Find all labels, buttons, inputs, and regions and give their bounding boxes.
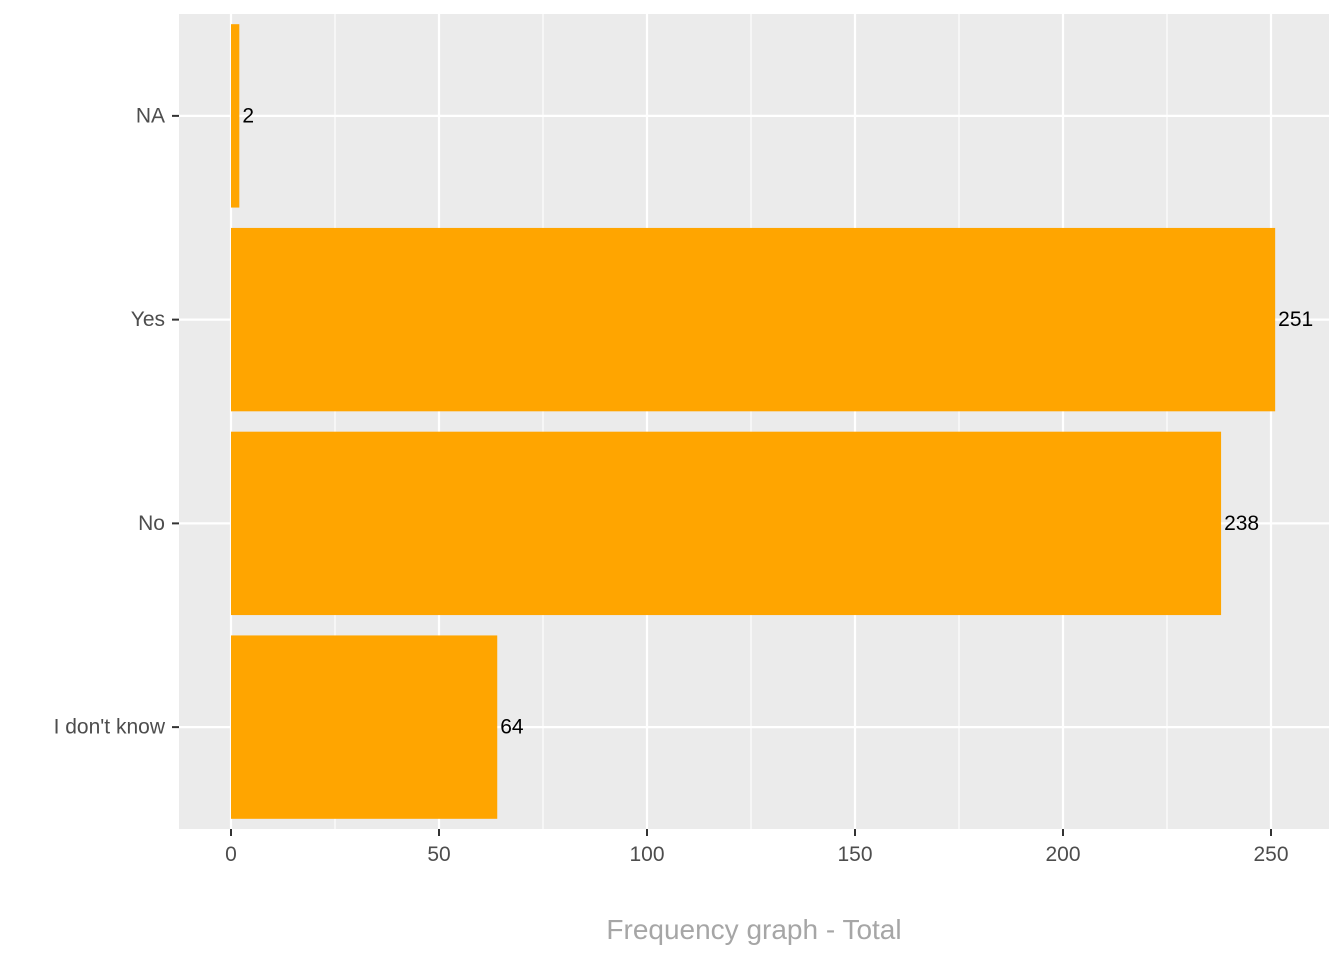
x-tick-label: 100 [629,843,664,866]
y-tick-label: Yes [131,308,165,331]
data-label: 238 [1224,512,1259,535]
data-label: 2 [242,104,254,127]
bar-no [231,431,1222,616]
x-tick-label: 0 [225,843,237,866]
y-tick-label: NA [136,104,165,127]
data-label: 251 [1278,308,1313,331]
x-axis-title: Frequency graph - Total [606,914,901,945]
y-tick-label: I don't know [54,716,166,739]
bar-i-don-t-know [231,635,498,819]
x-tick-label: 200 [1045,843,1080,866]
y-axis: I don't know No Yes NA [54,104,179,739]
bar-yes [231,227,1276,412]
y-tick-label: No [138,512,165,535]
bar-na [231,24,240,208]
data-label: 64 [500,716,524,739]
x-tick-label: 150 [837,843,872,866]
x-tick-label: 50 [427,843,450,866]
x-tick-label: 250 [1253,843,1288,866]
x-axis: 0 50 100 150 200 250 [225,829,1289,866]
data-labels: 64 238 251 2 [242,104,1313,738]
bars [231,24,1276,819]
